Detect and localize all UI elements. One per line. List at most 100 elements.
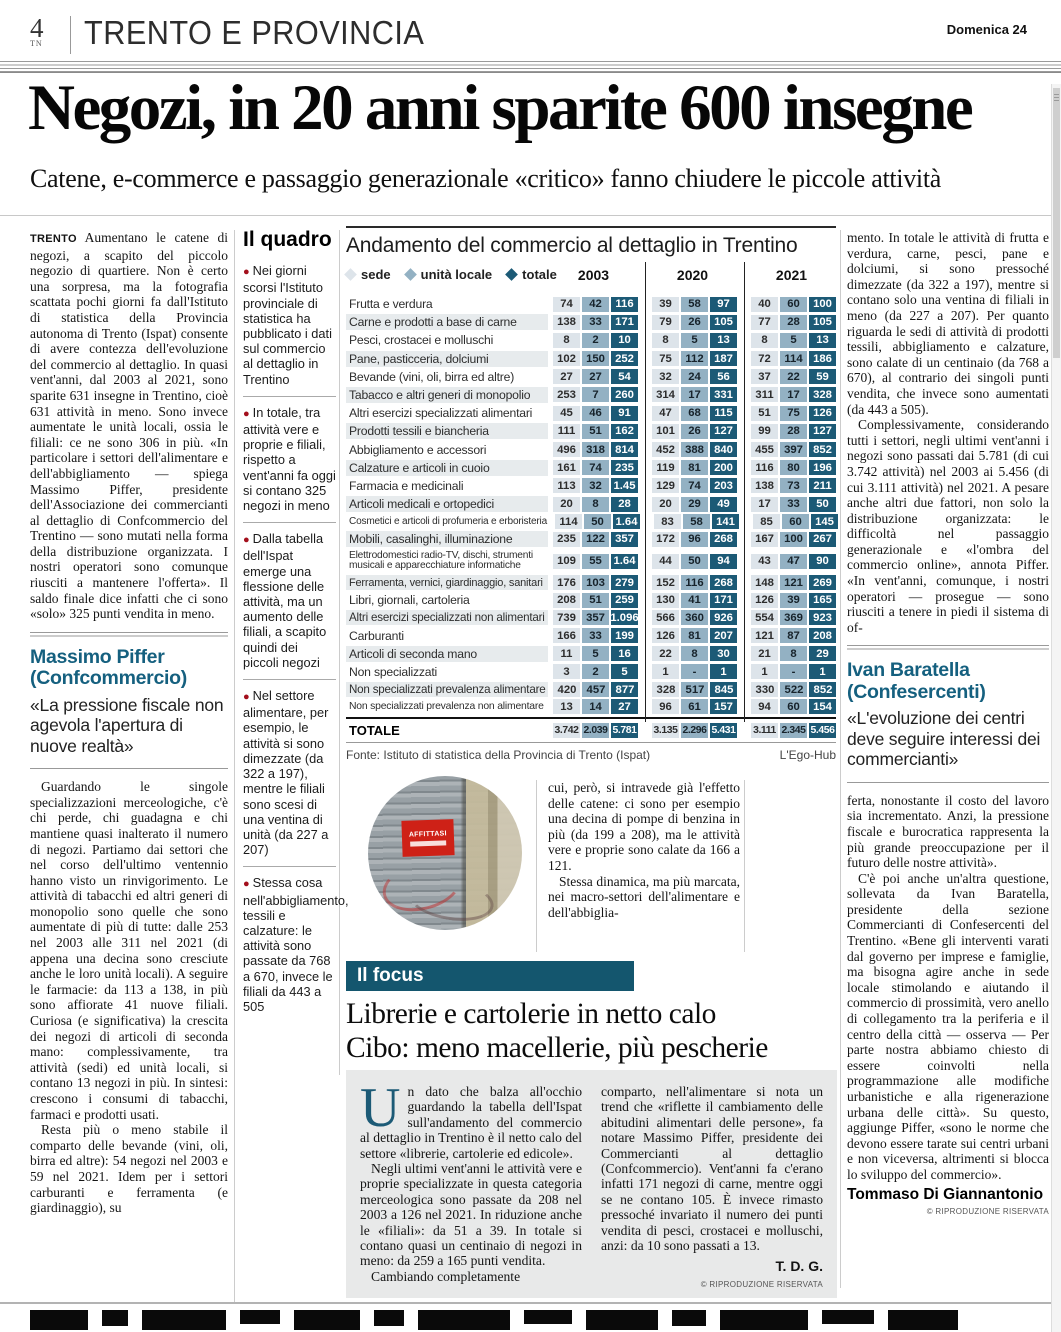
cell-unita-locale: 2 (582, 332, 609, 348)
year-group-2021: 148 121 269 (751, 575, 836, 591)
cell-totale: 279 (611, 575, 638, 591)
cell-totale: 200 (710, 460, 737, 476)
sidebar-item: ● In totale, tra attività vere e proprie … (243, 395, 336, 522)
header-rule (0, 61, 1061, 73)
cell-unita-locale: 112 (681, 351, 708, 367)
header-divider (70, 16, 71, 54)
cell-totale: 926 (710, 610, 737, 626)
cell-unita-locale: 51 (582, 423, 609, 439)
cell-unita-locale: 24 (681, 369, 708, 385)
paragraph: Cambiando completamente (371, 1268, 521, 1284)
year-group-2003: 496 318 814 (553, 442, 638, 457)
year-group-2021: 126 39 165 (751, 592, 836, 608)
cell-unita-locale: 5 (582, 646, 609, 662)
table-row: Pane, pasticceria, dolciumi 102 150 252 … (346, 350, 836, 367)
table-row: Non specializzati prevalenza non aliment… (346, 699, 836, 715)
cell-totale: 1.64 (613, 514, 640, 530)
diamond-icon-totale (505, 268, 519, 281)
cell-totale: 13 (809, 332, 836, 348)
year-group-2020: 126 81 207 (652, 628, 737, 644)
section-divider (30, 631, 228, 639)
quote-text: «La pressione fiscale non agevola l'aper… (30, 694, 224, 756)
row-label: Elettrodomestici radio-TV, dischi, strum… (349, 549, 533, 572)
cell-totale: 1 (809, 664, 836, 680)
main-headline: Negozi, in 20 anni sparite 600 insegne (28, 72, 974, 144)
cell-unita-locale: 87 (780, 628, 807, 644)
cell-totale: 127 (809, 423, 836, 439)
year-group-2003: 739 357 1.096 (553, 610, 639, 626)
table-total-row: TOTALE 3.742 2.039 5.781 3.135 2.296 5.431 3… (346, 716, 836, 743)
diamond-icon-sede (344, 268, 357, 281)
table-credit: L'Ego-Hub (779, 747, 836, 762)
table-row: Libri, giornali, cartoleria 208 51 259 1… (346, 592, 836, 608)
cell-unita-locale: 121 (780, 575, 807, 591)
cell-sede: 496 (553, 442, 580, 457)
cell-totale: 126 (809, 405, 836, 421)
cell-unita-locale: 100 (780, 531, 807, 547)
cell-totale: 105 (710, 314, 737, 330)
table-row: Tabacco e altri generi di monopolio 253 … (346, 386, 836, 403)
paragraph: TRENTO Aumentano le catene di negozi, a … (30, 230, 228, 622)
cell-unita-locale: 28 (780, 423, 807, 439)
cell-unita-locale: 122 (582, 531, 609, 547)
cell-sede: 739 (553, 610, 580, 626)
cell-totale: 27 (611, 699, 638, 715)
cell-totale: 259 (611, 592, 638, 608)
cell-totale: 50 (809, 496, 836, 512)
cell-unita-locale: 388 (681, 442, 708, 457)
year-group-2020: 152 116 268 (652, 575, 737, 591)
year-group-2003: 3 2 5 (553, 664, 638, 680)
article-column-4: mento. In totale le attività di frutta e… (847, 230, 1049, 1220)
sidebar-item: ● Stessa cosa nell'abbigliamento, tessili… (243, 866, 349, 1023)
column-divider (234, 230, 235, 1302)
table-row: Non specializzati prevalenza alimentare … (346, 682, 837, 698)
cell-unita-locale: 81 (681, 628, 708, 644)
cell-sede: 208 (553, 592, 580, 608)
cell-sede: 116 (751, 460, 778, 476)
cell-sede: 172 (652, 531, 679, 547)
year-group-2021: 455 397 852 (751, 442, 836, 457)
cell-totale: 357 (611, 531, 638, 547)
cell-unita-locale: 74 (681, 478, 708, 494)
row-label: Pesci, crostacei e molluschi (349, 333, 494, 348)
row-label: Carne e prodotti a base di carne (346, 314, 548, 331)
cell-totale: 127 (710, 423, 737, 439)
year-group-2003: 27 27 54 (553, 369, 638, 385)
cell-sede: 101 (652, 423, 679, 439)
cell-sede: 32 (652, 369, 679, 385)
affittasi-sign: AFFITTASI (401, 819, 455, 857)
scrollbar[interactable] (1051, 84, 1061, 1332)
cell-unita-locale: 32 (582, 478, 609, 494)
cell-totale: 162 (611, 423, 638, 439)
bullet-icon: ● (243, 691, 250, 704)
cell-unita-locale: 360 (681, 610, 708, 626)
cell-sede: 253 (553, 387, 580, 403)
cell-unita-locale: 60 (780, 699, 807, 715)
next-headline-fragment (30, 1310, 1031, 1332)
table-row: Abbigliamento e accessori 496 318 814 45… (346, 442, 836, 458)
paragraph: Guardando le singole specializzazioni me… (30, 779, 228, 1122)
cell-sede: 51 (751, 405, 778, 421)
article-text: Guardando le singole specializzazioni me… (30, 779, 228, 1216)
year-group-2021: 167 100 267 (751, 531, 836, 547)
legend-item-unita-locale: unità locale (403, 267, 492, 282)
graffiti-mark (405, 873, 497, 927)
year-group-2021: 94 60 154 (751, 699, 836, 715)
table-row: Articoli medicali e ortopedici 20 8 28 2… (346, 496, 836, 513)
year-group-2003: 111 51 162 (553, 423, 638, 439)
cell-unita-locale: 47 (780, 553, 807, 569)
cell-totale: 268 (710, 575, 737, 591)
cell-sede: 13 (553, 699, 580, 715)
cell-sede: 45 (553, 405, 580, 421)
cell-sede: 330 (751, 682, 779, 698)
year-group-2003: 109 55 1.64 (553, 553, 638, 569)
cell-totale: 852 (809, 442, 836, 457)
year-group-2003: 253 7 260 (553, 387, 638, 403)
cell-totale: 154 (809, 699, 836, 715)
cell-unita-locale: 58 (683, 514, 710, 530)
scrollbar-thumb[interactable] (1053, 88, 1060, 358)
cell-unita-locale: 33 (582, 314, 609, 330)
cell-totale: 56 (710, 369, 737, 385)
cell-unita-locale: 33 (582, 628, 609, 644)
